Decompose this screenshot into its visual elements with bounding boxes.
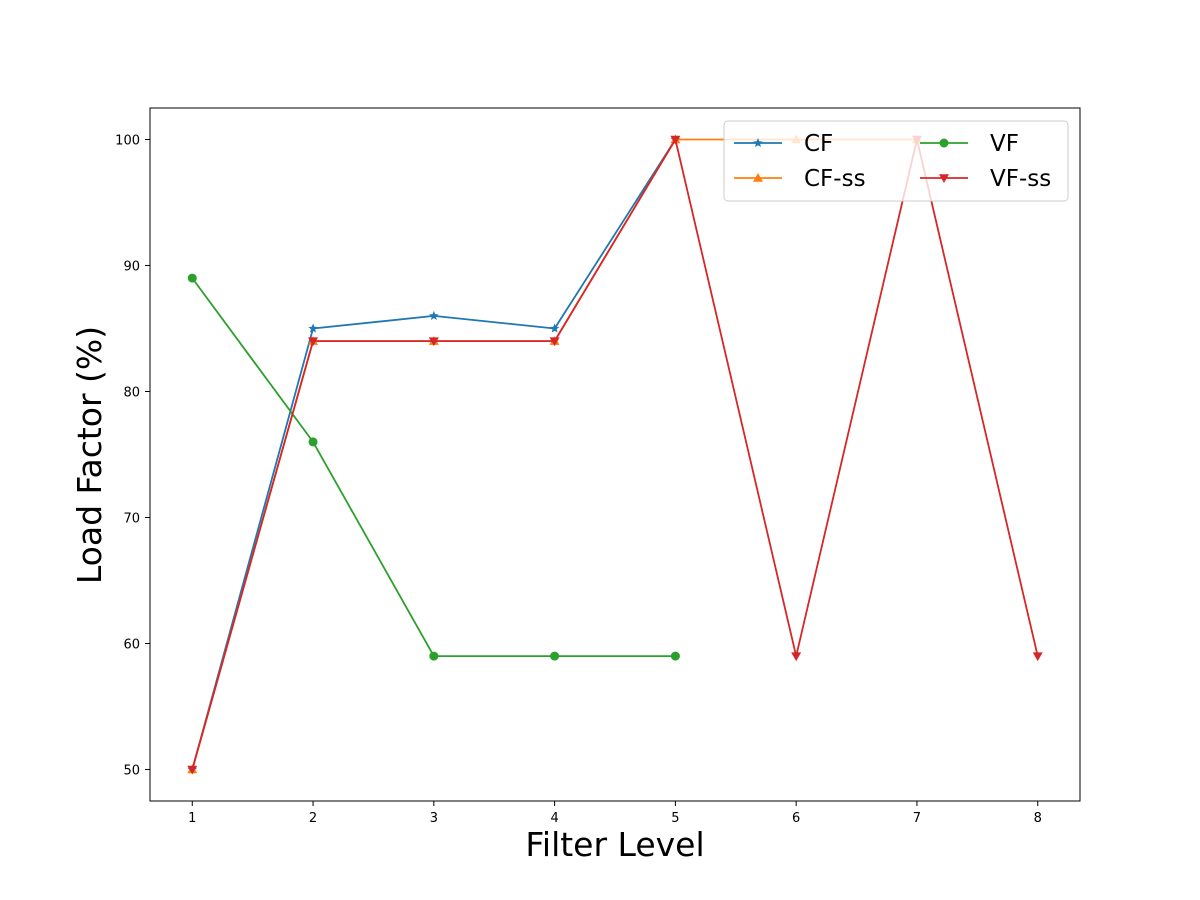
legend-label: VF bbox=[990, 131, 1019, 157]
legend-marker-cf-ss bbox=[753, 173, 763, 182]
x-tick-label: 5 bbox=[671, 811, 679, 826]
legend-label: VF-ss bbox=[990, 166, 1051, 192]
data-point-vf-ss bbox=[670, 135, 681, 145]
legend-marker-vf-ss bbox=[939, 174, 949, 183]
data-point-vf-ss bbox=[428, 337, 439, 347]
legend-label: CF-ss bbox=[804, 166, 866, 192]
series-vf bbox=[187, 273, 680, 661]
y-tick-label: 100 bbox=[115, 134, 140, 149]
data-point-vf bbox=[429, 651, 439, 661]
x-tick-label: 1 bbox=[188, 811, 196, 826]
legend-label: CF bbox=[804, 131, 833, 157]
legend-item-cf-ss: CF-ss bbox=[734, 166, 866, 192]
x-tick-label: 6 bbox=[792, 811, 800, 826]
y-tick-label: 80 bbox=[123, 386, 140, 401]
data-point-vf bbox=[308, 437, 318, 447]
legend-item-cf: CF bbox=[734, 131, 833, 157]
y-tick-label: 60 bbox=[123, 638, 140, 653]
y-tick-label: 90 bbox=[123, 260, 140, 275]
legend-frame bbox=[723, 120, 1069, 202]
legend-marker-vf bbox=[939, 138, 949, 148]
x-tick-label: 2 bbox=[309, 811, 317, 826]
data-point-vf bbox=[670, 651, 680, 661]
series-line-vf-ss bbox=[191, 138, 1039, 770]
x-tick-label: 7 bbox=[913, 811, 921, 826]
data-point-vf bbox=[187, 273, 197, 283]
legend: CF CF-ss VF VF-ss bbox=[723, 120, 1069, 202]
data-point-vf-ss bbox=[791, 652, 802, 662]
data-point-cf bbox=[308, 323, 318, 333]
data-point-vf bbox=[550, 651, 560, 661]
y-axis-label: Load Factor (%) bbox=[70, 326, 109, 584]
x-axis-label: Filter Level bbox=[525, 825, 704, 864]
data-point-vf-ss bbox=[549, 337, 560, 347]
data-point-cf bbox=[429, 310, 439, 320]
legend-item-vf-ss: VF-ss bbox=[920, 166, 1051, 192]
y-tick-label: 50 bbox=[123, 764, 140, 779]
data-point-vf-ss bbox=[1032, 652, 1043, 662]
x-tick-label: 4 bbox=[550, 811, 558, 826]
data-point-vf-ss bbox=[187, 765, 198, 775]
x-tick-label: 8 bbox=[1034, 811, 1042, 826]
y-axis: 50 60 70 80 90 100 bbox=[115, 134, 150, 779]
x-axis: 1 2 3 4 5 6 7 8 bbox=[188, 801, 1042, 826]
legend-marker-cf bbox=[753, 138, 763, 148]
plot-area-frame bbox=[149, 107, 1081, 802]
x-tick-label: 3 bbox=[430, 811, 438, 826]
legend-item-vf: VF bbox=[920, 131, 1019, 157]
data-point-vf-ss bbox=[308, 337, 319, 347]
y-tick-label: 70 bbox=[123, 512, 140, 527]
data-point-cf bbox=[549, 323, 560, 333]
